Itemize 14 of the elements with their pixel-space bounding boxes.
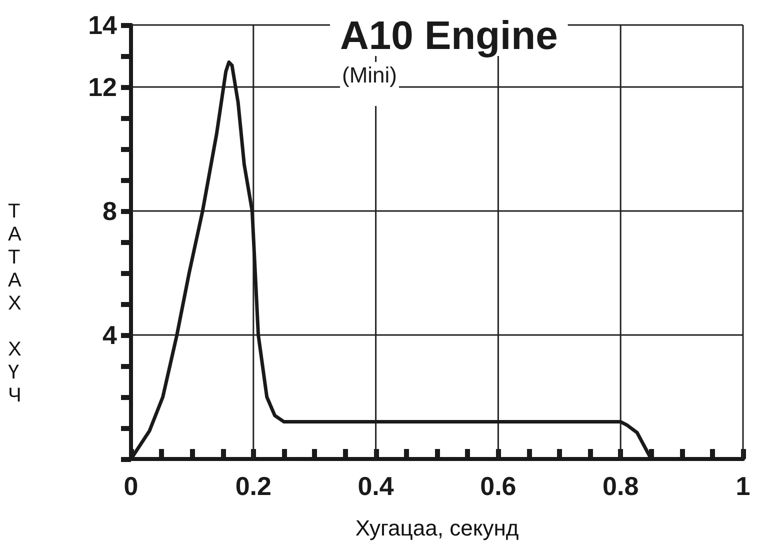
x-tick-label: 0.4 bbox=[358, 471, 394, 501]
x-axis-title: Хугацаа, секунд bbox=[355, 516, 519, 540]
x-tick-label: 0.2 bbox=[235, 471, 272, 501]
y-tick-label: 12 bbox=[88, 72, 117, 102]
text: (Mini) bbox=[342, 62, 397, 88]
y-tick-label: 4 bbox=[102, 320, 118, 350]
text: ТАТАХ ХҮЧ bbox=[8, 200, 22, 406]
x-tick-label: 1 bbox=[736, 471, 750, 501]
x-tick-label: 0.6 bbox=[480, 471, 516, 501]
text: 0 bbox=[124, 471, 138, 501]
y-tick-label: 8 bbox=[102, 196, 117, 226]
y-tick-label: 14 bbox=[88, 10, 118, 40]
x-tick-label: 0.8 bbox=[602, 471, 639, 501]
chart-title: A10 Engine bbox=[340, 14, 558, 58]
